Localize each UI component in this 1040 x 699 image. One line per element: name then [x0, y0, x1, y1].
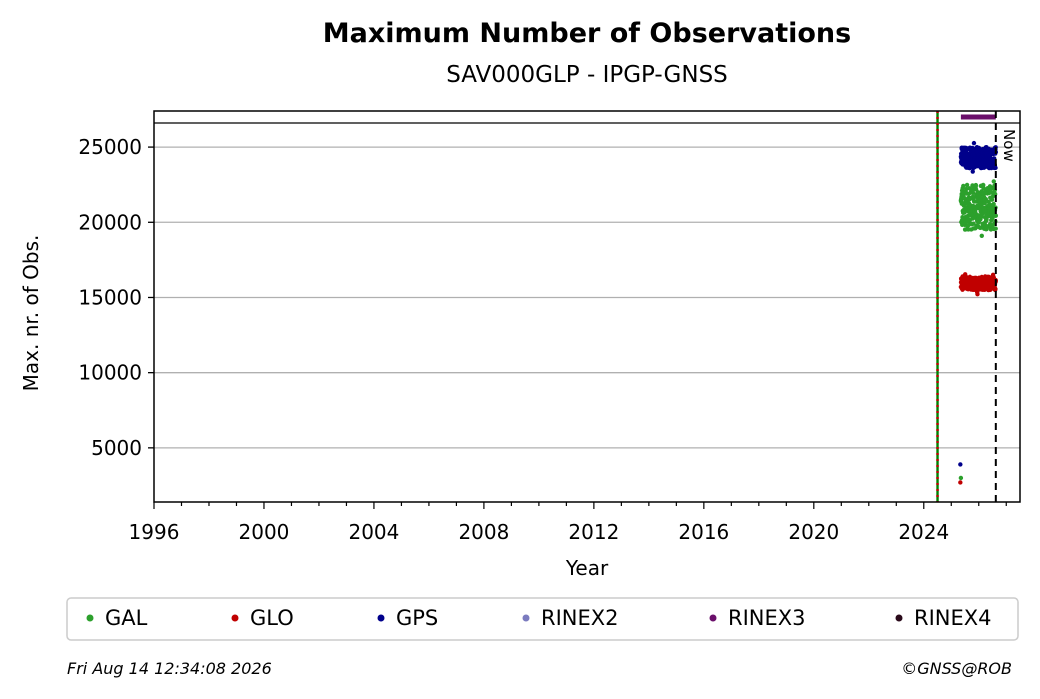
x-tick-label: 2016: [678, 520, 729, 544]
plot-area: Now 1996 2000 2004 2008 2012 2016 2020 2024 500…: [78, 110, 1021, 544]
series-point: [971, 221, 976, 226]
now-label: Now: [1000, 129, 1018, 162]
y-tick-label: 20000: [78, 210, 142, 234]
footer-copyright: ©GNSS@ROB: [901, 659, 1012, 678]
legend: GAL GLO GPS RINEX2 RINEX3 RINEX4: [66, 597, 1019, 641]
series-point: [975, 292, 980, 297]
series-point: [991, 179, 996, 184]
legend-label-gps: GPS: [396, 606, 438, 630]
series-point: [993, 286, 998, 292]
series-point: [970, 169, 975, 174]
legend-label-gal: GAL: [105, 606, 148, 630]
series-point: [989, 197, 995, 202]
series-point: [983, 196, 989, 202]
series-point: [958, 462, 963, 467]
x-tick-label: 2008: [458, 520, 509, 544]
legend-marker-rinex2: [522, 614, 530, 622]
legend-marker-gal: [86, 614, 94, 622]
series-point: [964, 182, 970, 188]
series-point: [993, 165, 998, 171]
x-tick-label: 2012: [568, 520, 619, 544]
x-tick-label: 2020: [788, 520, 839, 544]
y-tick-label: 25000: [78, 135, 142, 159]
series-point: [981, 185, 986, 191]
x-tick-label: 2004: [348, 520, 399, 544]
series-point: [993, 226, 998, 231]
footer-timestamp: Fri Aug 14 12:34:08 2026: [67, 659, 272, 678]
x-tick-label: 2000: [239, 520, 290, 544]
series-gal: [958, 179, 999, 481]
series-point: [961, 183, 966, 189]
data-points: [958, 114, 999, 485]
series-point: [993, 213, 999, 218]
series-point: [973, 182, 979, 188]
series-gps: [958, 140, 999, 467]
legend-marker-glo: [231, 614, 239, 622]
chart-title: Maximum Number of Observations: [323, 18, 851, 49]
legend-marker-rinex4: [895, 614, 903, 622]
y-tick-label: 15000: [78, 285, 142, 309]
y-tick-label: 5000: [91, 436, 142, 460]
x-axis-ticks: 1996 2000 2004 2008 2012 2016 2020 2024: [129, 502, 1007, 544]
plot-frame: [153, 110, 1021, 503]
x-axis-label: Year: [565, 556, 609, 580]
grid-lines: [154, 146, 1020, 449]
x-tick-label: 1996: [129, 520, 180, 544]
series-point: [982, 200, 987, 206]
series-point: [979, 233, 984, 239]
x-tick-label: 2024: [898, 520, 949, 544]
y-axis-label: Max. nr. of Obs.: [19, 235, 43, 392]
series-point: [991, 201, 996, 207]
series-point: [958, 475, 964, 481]
y-tick-label: 10000: [78, 361, 142, 385]
y-axis-ticks: 5000 10000 15000 20000 25000: [78, 135, 154, 460]
legend-label-rinex3: RINEX3: [728, 606, 806, 630]
legend-marker-gps: [377, 614, 385, 622]
legend-label-rinex2: RINEX2: [541, 606, 619, 630]
marker-lines: Now: [154, 111, 1020, 502]
chart-subtitle: SAV000GLP - IPGP-GNSS: [446, 62, 728, 88]
legend-marker-rinex3: [709, 614, 717, 622]
legend-label-glo: GLO: [250, 606, 294, 630]
legend-box: [66, 597, 1019, 641]
series-glo: [958, 272, 999, 485]
series-point: [958, 480, 963, 485]
legend-label-rinex4: RINEX4: [914, 606, 992, 630]
series-point: [971, 140, 977, 146]
